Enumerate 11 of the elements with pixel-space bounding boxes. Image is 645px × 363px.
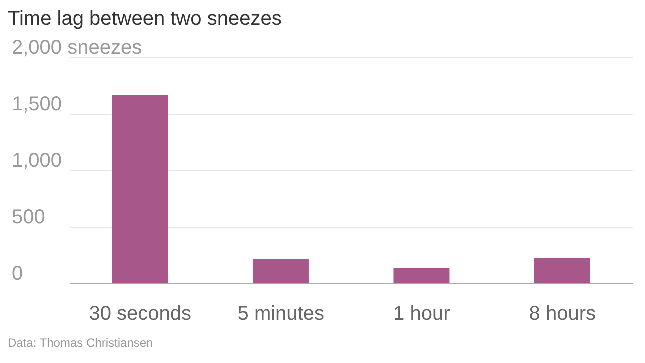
- x-tick-label: 8 hours: [529, 303, 596, 326]
- x-tick-label: 5 minutes: [238, 303, 324, 326]
- chart-title: Time lag between two sneezes: [8, 8, 283, 32]
- y-tick-label: 1,000: [12, 150, 62, 172]
- y-tick-label: 1,500: [12, 94, 62, 116]
- x-tick-label: 1 hour: [394, 303, 451, 326]
- x-tick-label: 30 seconds: [89, 303, 192, 326]
- y-tick-label: 2,000 sneezes: [12, 37, 142, 59]
- y-tick-label: 500: [12, 206, 46, 228]
- text: Data: Thomas Christiansen: [8, 336, 154, 350]
- y-tick-label: 0: [12, 263, 24, 285]
